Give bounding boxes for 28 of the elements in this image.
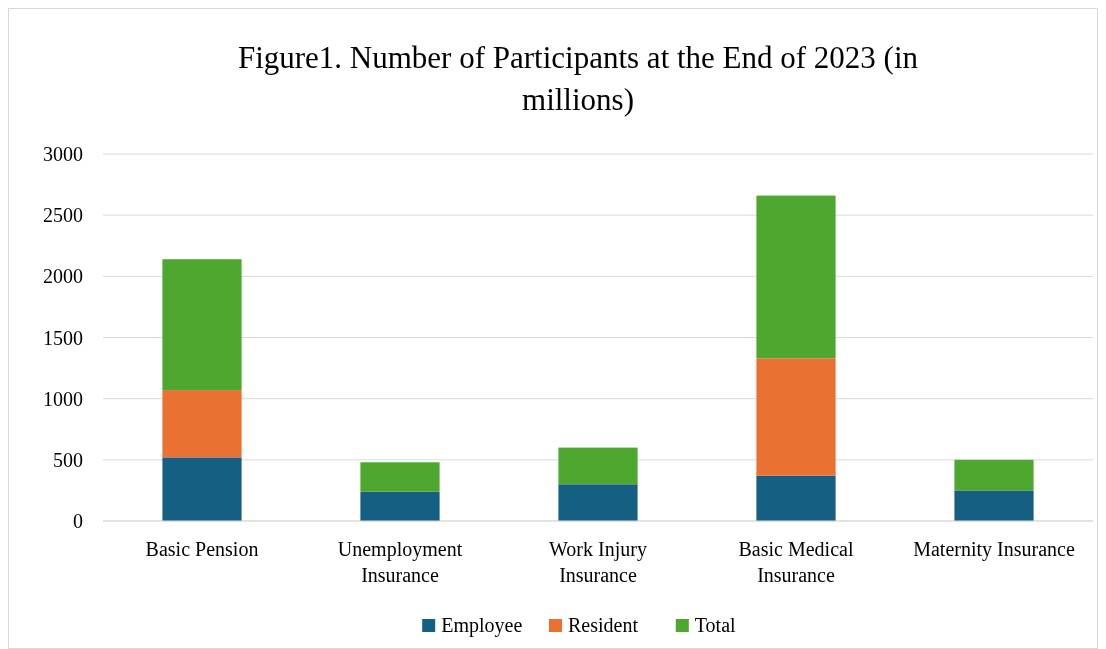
x-tick-label: Basic Medical Insurance <box>738 538 854 586</box>
y-tick-label: 1000 <box>43 387 83 410</box>
y-tick-label: 1500 <box>43 326 83 349</box>
y-tick-label: 0 <box>73 510 83 532</box>
bar <box>756 195 836 359</box>
legend-label: Total <box>694 614 737 636</box>
bar <box>756 475 836 521</box>
y-tick-label: 2000 <box>43 265 83 288</box>
legend-label: Resident <box>568 614 639 636</box>
chart-title: Figure1. Number of Participants at the End of 2023 (in millions) <box>237 40 919 117</box>
bar <box>360 491 440 521</box>
bar <box>162 259 242 391</box>
x-tick-label: Maternity Insurance <box>913 538 1075 561</box>
legend-label: Employee <box>441 614 523 637</box>
bar <box>954 490 1034 521</box>
bar <box>558 447 638 485</box>
y-tick-label: 3000 <box>43 143 83 165</box>
x-tick-label: Basic Pension <box>145 538 259 560</box>
y-tick-label: 2500 <box>43 204 83 227</box>
y-tick-label: 500 <box>53 448 83 471</box>
x-tick-label: Unemployment Insurance <box>337 538 463 586</box>
bar <box>558 484 638 521</box>
bar <box>360 462 440 492</box>
bar <box>954 459 1034 491</box>
bar <box>756 358 836 476</box>
bar <box>162 457 242 521</box>
x-tick-label: Work Injury Insurance <box>549 538 647 586</box>
bar <box>162 390 242 458</box>
